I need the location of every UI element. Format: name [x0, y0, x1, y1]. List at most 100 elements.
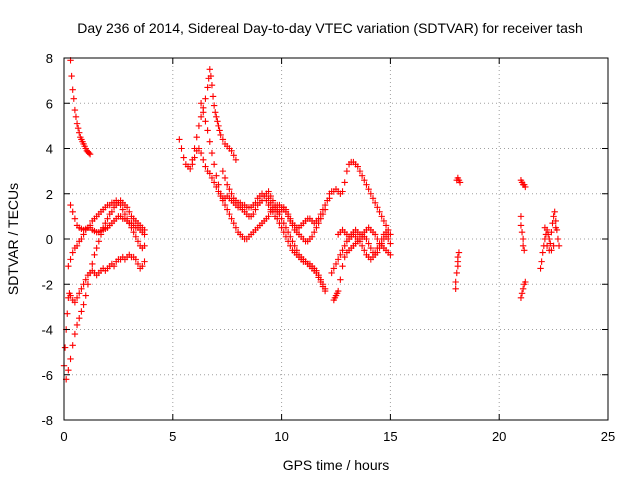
data-point	[376, 208, 383, 216]
data-point	[382, 222, 390, 229]
data-point	[282, 233, 290, 240]
data-point	[544, 231, 552, 238]
data-point	[228, 215, 235, 222]
data-point	[176, 136, 183, 143]
data-point	[191, 154, 198, 161]
data-point	[224, 206, 231, 213]
data-point	[197, 100, 205, 107]
data-point	[70, 95, 77, 102]
data-point	[546, 247, 553, 254]
data-point	[126, 208, 133, 216]
data-point	[206, 170, 213, 177]
grid	[64, 58, 608, 420]
data-point	[282, 206, 290, 213]
data-point	[204, 84, 211, 91]
y-tick-label: 6	[46, 96, 53, 111]
data-point	[213, 172, 220, 179]
data-point	[93, 244, 100, 252]
data-point	[367, 244, 375, 252]
data-point	[343, 167, 351, 175]
data-point	[76, 314, 83, 322]
data-point	[206, 66, 213, 73]
data-point	[91, 251, 98, 259]
data-point	[371, 199, 379, 206]
data-point	[208, 174, 216, 182]
data-point	[210, 179, 218, 186]
data-point	[69, 86, 76, 93]
series-arc-22-22.7h	[537, 208, 563, 272]
x-tick-label: 25	[601, 429, 615, 444]
data-point	[280, 229, 287, 236]
data-point	[189, 161, 196, 168]
data-point	[67, 201, 74, 209]
data-point	[452, 278, 459, 286]
data-point	[219, 197, 227, 204]
data-point	[371, 249, 379, 256]
data-point	[363, 235, 370, 243]
y-tick-label: 2	[46, 187, 53, 202]
data-point	[134, 238, 142, 245]
data-point	[219, 136, 227, 143]
y-tick-label: -2	[41, 277, 53, 292]
data-point	[104, 215, 111, 222]
data-point	[71, 330, 79, 338]
data-point	[518, 290, 526, 297]
data-point	[73, 321, 81, 329]
data-point	[226, 210, 233, 218]
data-point	[252, 206, 259, 213]
data-point	[123, 204, 131, 211]
data-point	[141, 231, 148, 238]
data-point	[543, 242, 551, 249]
data-point	[548, 229, 555, 236]
data-point	[549, 219, 556, 227]
data-point	[519, 235, 527, 243]
data-point	[339, 247, 346, 254]
x-tick-label: 5	[169, 429, 176, 444]
data-point	[550, 213, 557, 220]
data-point	[216, 127, 223, 134]
data-point	[334, 287, 342, 295]
data-point	[139, 262, 146, 270]
data-point	[341, 242, 348, 249]
data-point	[250, 210, 257, 218]
data-point	[86, 150, 94, 158]
data-point	[204, 127, 211, 134]
data-point	[371, 231, 379, 238]
data-point	[78, 285, 85, 292]
data-point	[369, 195, 377, 202]
data-point	[215, 122, 222, 130]
data-point	[230, 152, 237, 159]
data-point	[365, 186, 372, 193]
data-point	[385, 231, 392, 238]
data-point	[521, 247, 528, 254]
data-point	[365, 240, 372, 247]
data-point	[68, 72, 75, 80]
data-point	[387, 240, 394, 247]
data-point	[69, 342, 76, 349]
data-point	[358, 242, 366, 249]
data-points	[60, 57, 563, 383]
data-point	[313, 267, 320, 274]
series-arc-18.1h	[452, 174, 464, 292]
data-point	[522, 278, 529, 286]
data-point	[64, 310, 71, 317]
data-point	[356, 238, 364, 245]
data-point	[456, 179, 464, 186]
data-point	[341, 179, 348, 186]
data-point	[178, 145, 185, 152]
series-arc-0-1.2h-high	[67, 57, 94, 158]
data-point	[276, 219, 283, 227]
axis-ticks: 0 5 10 15 20 25 -8 -6 -4 -2 0 2 4 6 8	[41, 51, 615, 444]
data-point	[219, 167, 227, 175]
data-point	[367, 190, 375, 197]
x-tick-label: 10	[274, 429, 288, 444]
data-point	[71, 106, 79, 114]
data-point	[278, 224, 285, 231]
y-tick-label: 4	[46, 142, 53, 157]
y-tick-label: -6	[41, 368, 53, 383]
data-point	[522, 183, 529, 191]
data-point	[180, 154, 187, 161]
data-point	[214, 118, 221, 125]
data-point	[69, 249, 76, 256]
x-tick-label: 20	[492, 429, 506, 444]
